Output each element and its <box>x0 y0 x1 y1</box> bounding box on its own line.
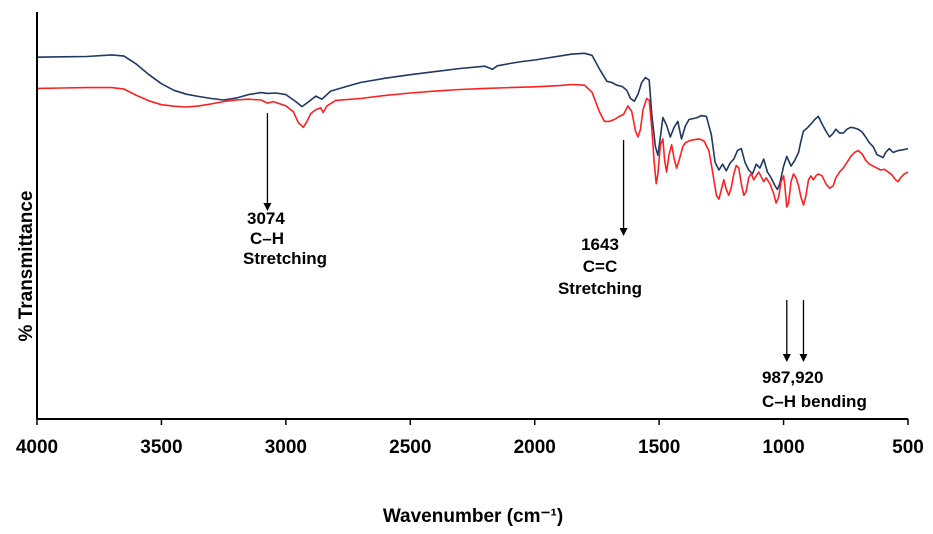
x-tick-label: 3000 <box>265 437 307 458</box>
x-tick-label: 2000 <box>514 437 556 458</box>
annotation-label: C–H bending <box>762 392 867 411</box>
annotation-label: 1643 <box>581 235 619 254</box>
x-tick-label: 2500 <box>389 437 431 458</box>
axes: 4000 3500 3000 2500 2000 1500 1000 500 <box>16 12 924 458</box>
annotation-layer: 3074C–HStretching1643C=CStretching987,92… <box>243 113 867 411</box>
annotation-label: 987,920 <box>762 368 823 387</box>
annotation-label: Stretching <box>558 279 642 298</box>
annotation-label: 3074 <box>247 209 285 228</box>
series-layer <box>36 52 909 208</box>
x-tick-label: 3500 <box>140 437 182 458</box>
x-axis-title: Wavenumber (cm⁻¹) <box>383 506 563 527</box>
annotation-label: C=C <box>583 257 617 276</box>
x-tick-label: 1500 <box>638 437 680 458</box>
spectrum-line-lower <box>36 83 909 208</box>
spectrum-line-upper <box>36 52 909 191</box>
x-tick-label: 1000 <box>762 437 804 458</box>
annotation-label: C–H <box>250 229 284 248</box>
x-tick-label: 4000 <box>16 437 58 458</box>
x-tick-label: 500 <box>892 437 924 458</box>
y-axis-title: % Transmittance <box>16 191 37 342</box>
annotation-label: Stretching <box>243 249 327 268</box>
